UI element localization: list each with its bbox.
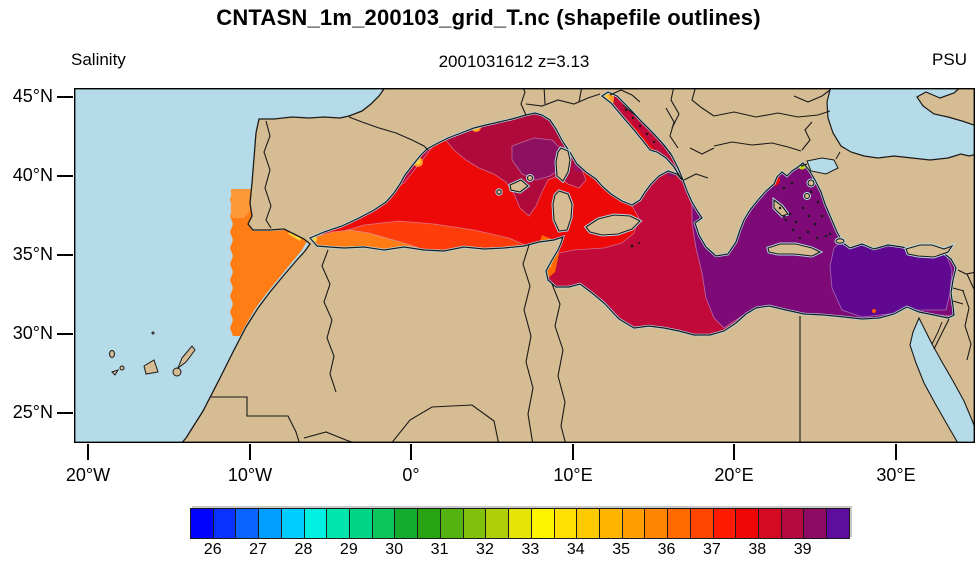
colorbar-tick-label: 26 bbox=[203, 541, 222, 558]
x-axis-tick-label: 20°W bbox=[65, 465, 111, 485]
black-sea bbox=[800, 88, 975, 175]
colorbar-box bbox=[781, 509, 805, 538]
colorbar-box bbox=[668, 509, 691, 538]
colorbar-box bbox=[554, 509, 578, 538]
colorbar-tick-label: 27 bbox=[249, 541, 267, 558]
colorbar-tick-label: 39 bbox=[793, 541, 812, 558]
colorbar-box bbox=[804, 509, 828, 538]
colorbar-box bbox=[213, 509, 237, 538]
colorbar-tick-label: 32 bbox=[476, 541, 494, 558]
colorbar-box bbox=[599, 509, 623, 538]
x-axis-tick bbox=[410, 444, 412, 460]
colorbar-box bbox=[463, 509, 487, 538]
canary-islands bbox=[109, 331, 196, 377]
colorbar-box bbox=[736, 509, 759, 538]
y-axis-tick-label: 40°N bbox=[12, 165, 53, 185]
colorbar-box bbox=[758, 509, 782, 538]
colorbar-box bbox=[509, 509, 532, 538]
y-axis-tick bbox=[57, 175, 73, 177]
colorbar-tick-label: 33 bbox=[521, 541, 540, 558]
colorbar-tick-label: 30 bbox=[385, 541, 404, 558]
units-label: PSU bbox=[932, 50, 967, 69]
colorbar-box bbox=[827, 509, 849, 538]
x-axis-tick-label: 30°E bbox=[876, 465, 916, 485]
colorbar-box bbox=[281, 509, 305, 538]
colorbar-labels: 26 27 28 29 30 31 32 33 34 35 36 37 38 39 bbox=[190, 541, 848, 562]
x-axis-tick-label: 0° bbox=[402, 465, 420, 485]
colorbar-box bbox=[622, 509, 646, 538]
colorbar-box bbox=[304, 509, 328, 538]
colorbar-tick-label: 37 bbox=[702, 541, 721, 558]
colorbar-tick-label: 38 bbox=[748, 541, 767, 558]
colorbar-box bbox=[350, 509, 373, 538]
y-axis-tick-label: 30°N bbox=[12, 323, 53, 343]
plot-title: CNTASN_1m_200103_grid_T.nc (shapefile ou… bbox=[216, 5, 761, 30]
colorbar-box bbox=[372, 509, 396, 538]
country-borders bbox=[210, 88, 975, 443]
x-axis-tick bbox=[733, 444, 735, 460]
colorbar-box bbox=[713, 509, 737, 538]
y-axis-tick-label: 35°N bbox=[12, 244, 53, 264]
map-svg bbox=[74, 88, 975, 443]
y-axis-tick bbox=[57, 254, 73, 256]
x-axis-tick bbox=[895, 444, 897, 460]
colorbar-box bbox=[577, 509, 600, 538]
datetime-label: 2001031612 z=3.13 bbox=[438, 52, 590, 71]
x-axis-tick bbox=[572, 444, 574, 460]
colorbar-box bbox=[531, 509, 555, 538]
y-axis-tick bbox=[57, 96, 73, 98]
x-axis-tick-label: 10°W bbox=[227, 465, 273, 485]
field-label: Salinity bbox=[71, 50, 126, 69]
x-axis-tick bbox=[249, 444, 251, 460]
y-axis-tick bbox=[57, 333, 73, 335]
colorbar-box bbox=[486, 509, 510, 538]
colorbar-box bbox=[690, 509, 714, 538]
colorbar-tick-label: 35 bbox=[612, 541, 630, 558]
colorbar-box bbox=[418, 509, 441, 538]
island-specks bbox=[624, 108, 832, 248]
x-axis-tick-label: 10°E bbox=[553, 465, 593, 485]
colorbar-tick-label: 34 bbox=[566, 541, 585, 558]
red-sea bbox=[909, 316, 975, 443]
y-axis-tick-label: 45°N bbox=[12, 86, 53, 106]
y-axis-tick-label: 25°N bbox=[12, 402, 53, 422]
map-frame bbox=[74, 88, 975, 443]
colorbar-box bbox=[440, 509, 464, 538]
x-axis-tick bbox=[87, 444, 89, 460]
colorbar-box bbox=[395, 509, 419, 538]
colorbar-tick-label: 28 bbox=[294, 541, 313, 558]
colorbar-box bbox=[259, 509, 282, 538]
colorbar-box bbox=[327, 509, 351, 538]
colorbar-box bbox=[236, 509, 260, 538]
x-axis-tick-label: 20°E bbox=[714, 465, 754, 485]
y-axis-tick bbox=[57, 412, 73, 414]
colorbar-tick-label: 31 bbox=[430, 541, 449, 558]
colorbar-tick-label: 36 bbox=[657, 541, 676, 558]
colorbar-box bbox=[645, 509, 669, 538]
colorbar-box bbox=[191, 509, 214, 538]
colorbar bbox=[190, 508, 850, 539]
colorbar-tick-label: 29 bbox=[339, 541, 358, 558]
map-plot bbox=[74, 88, 975, 443]
atlantic-coastline bbox=[180, 88, 386, 443]
